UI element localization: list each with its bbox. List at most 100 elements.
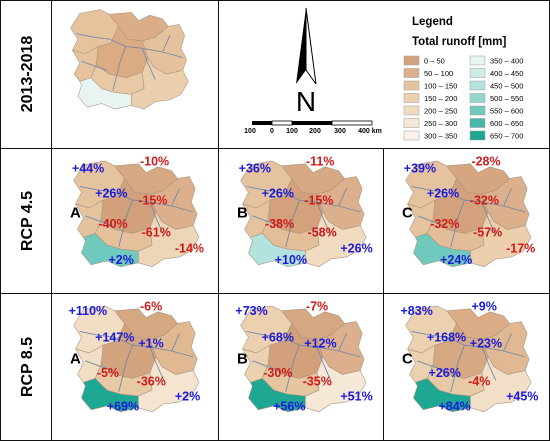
runoff-change-label: +2%	[108, 253, 133, 267]
river-tributary	[338, 188, 347, 207]
legend-swatch	[403, 80, 420, 91]
legend-item-label: 200 – 250	[424, 107, 457, 116]
scenario-letter: C	[402, 205, 413, 222]
legend-swatch	[469, 105, 486, 116]
legend-item-label: 0 – 50	[424, 57, 445, 66]
legend-item-label: 650 – 700	[490, 132, 523, 141]
legend-item-label: 500 – 550	[490, 94, 523, 103]
river-tributary	[141, 48, 156, 80]
runoff-change-label: -10%	[140, 154, 169, 168]
region-southwest	[81, 378, 139, 413]
scale-bar: 100 0 100 200 300 400 km	[244, 120, 382, 135]
river-tributary	[252, 360, 280, 372]
runoff-change-label: +26%	[427, 186, 459, 200]
legend-item-label: 250 – 300	[424, 119, 457, 128]
runoff-change-label: -30%	[263, 366, 292, 380]
runoff-change-label: +69%	[107, 400, 139, 414]
river-tributary	[503, 188, 512, 207]
runoff-change-label: +44%	[72, 162, 104, 176]
map-panel-rcp45-a: A +44% -10% +26% -15% -40% -61% -14% +2%	[70, 154, 204, 268]
river-tributary	[338, 333, 347, 352]
runoff-change-label: -58%	[308, 225, 337, 239]
legend-item-label: 50 – 100	[424, 69, 453, 78]
river-tributary	[118, 199, 133, 248]
legend-swatch	[469, 93, 486, 103]
row-label-baseline: 2013-2018	[19, 36, 36, 113]
river-tributary	[285, 199, 300, 248]
region-map	[405, 160, 532, 268]
runoff-change-label: +110%	[69, 304, 108, 318]
legend: Legend Total runoff [mm] 0 – 50 50 – 100 1…	[403, 16, 523, 141]
map-panel-rcp85-b: B +73% -7% +68% +12% -30% -35% +51% +56%	[235, 300, 372, 414]
river-tributary	[85, 215, 113, 227]
region-map	[70, 9, 189, 110]
legend-swatch	[469, 68, 486, 78]
river-tributary	[417, 215, 445, 227]
runoff-change-label: +9%	[471, 300, 496, 314]
legend-item-label: 300 – 350	[424, 132, 457, 141]
river-tributary	[285, 344, 300, 393]
region-southwest	[81, 233, 139, 268]
runoff-change-label: +168%	[427, 331, 466, 345]
runoff-change-label: -32%	[470, 194, 499, 208]
runoff-change-label: +26%	[340, 241, 372, 255]
runoff-change-label: +26%	[262, 186, 294, 200]
runoff-change-label: -28%	[471, 154, 500, 168]
runoff-change-label: +26%	[429, 366, 461, 380]
runoff-change-label: +10%	[275, 253, 307, 267]
legend-swatch	[403, 105, 420, 116]
river-tributary	[316, 201, 332, 236]
legend-swatch	[403, 55, 420, 66]
runoff-change-label: +2%	[175, 389, 200, 403]
runoff-change-label: +39%	[404, 162, 436, 176]
river-tributary	[503, 333, 512, 352]
region-southwest	[248, 233, 306, 268]
river-tributary	[118, 344, 133, 393]
region-southwest	[413, 233, 471, 268]
runoff-change-label: -15%	[304, 194, 333, 208]
legend-item-label: 100 – 150	[424, 82, 457, 91]
legend-item-label: 150 – 200	[424, 94, 457, 103]
region-southwest	[77, 77, 132, 110]
runoff-change-label: +84%	[438, 400, 470, 414]
legend-swatch	[469, 130, 486, 141]
river-tributary	[450, 199, 465, 248]
runoff-change-label: +1%	[138, 336, 163, 350]
river-tributary	[417, 360, 445, 372]
runoff-change-label: +12%	[304, 336, 336, 350]
legend-swatch	[403, 93, 420, 103]
river-tributary	[162, 35, 171, 53]
runoff-change-label: -61%	[142, 225, 171, 239]
legend-swatch	[469, 80, 486, 91]
runoff-change-label: -4%	[468, 375, 490, 389]
map-panel-rcp45-b: B+36%-11%+26%-15%-38%-58%+26%+10%	[237, 154, 373, 268]
region-map	[73, 305, 200, 413]
scenario-letter: B	[237, 351, 248, 368]
legend-item-label: 600 – 650	[490, 119, 523, 128]
river-tributary	[481, 201, 497, 236]
map-panel-baseline	[70, 9, 189, 110]
scale-label-2: 100	[286, 128, 298, 135]
runoff-change-label: -6%	[140, 300, 162, 314]
scenario-letter: A	[70, 351, 81, 368]
runoff-change-label: +23%	[470, 336, 502, 350]
river-tributary	[149, 346, 165, 381]
row-label-rcp85: RCP 8.5	[19, 337, 36, 397]
runoff-change-label: -14%	[175, 241, 204, 255]
legend-swatch	[403, 68, 420, 78]
river-tributary	[481, 346, 497, 381]
map-panel-rcp85-c: C +83% +9% +168% +23% +26% -4% +45% +84%	[401, 300, 539, 414]
river-tributary	[112, 46, 127, 91]
river-tributary	[171, 333, 180, 352]
scenario-letter: B	[237, 205, 248, 222]
legend-item-label: 350 – 400	[490, 57, 523, 66]
region-map	[405, 305, 532, 413]
runoff-change-label: +68%	[262, 331, 294, 345]
row-label-rcp45: RCP 4.5	[19, 191, 36, 251]
legend-swatch	[469, 118, 486, 128]
legend-items: 0 – 50 50 – 100 100 – 150 150 – 200 200 – 25…	[403, 55, 523, 141]
scale-label-5: 400 km	[358, 128, 382, 135]
legend-subtitle: Total runoff [mm]	[412, 36, 506, 48]
runoff-change-label: -32%	[430, 217, 459, 231]
